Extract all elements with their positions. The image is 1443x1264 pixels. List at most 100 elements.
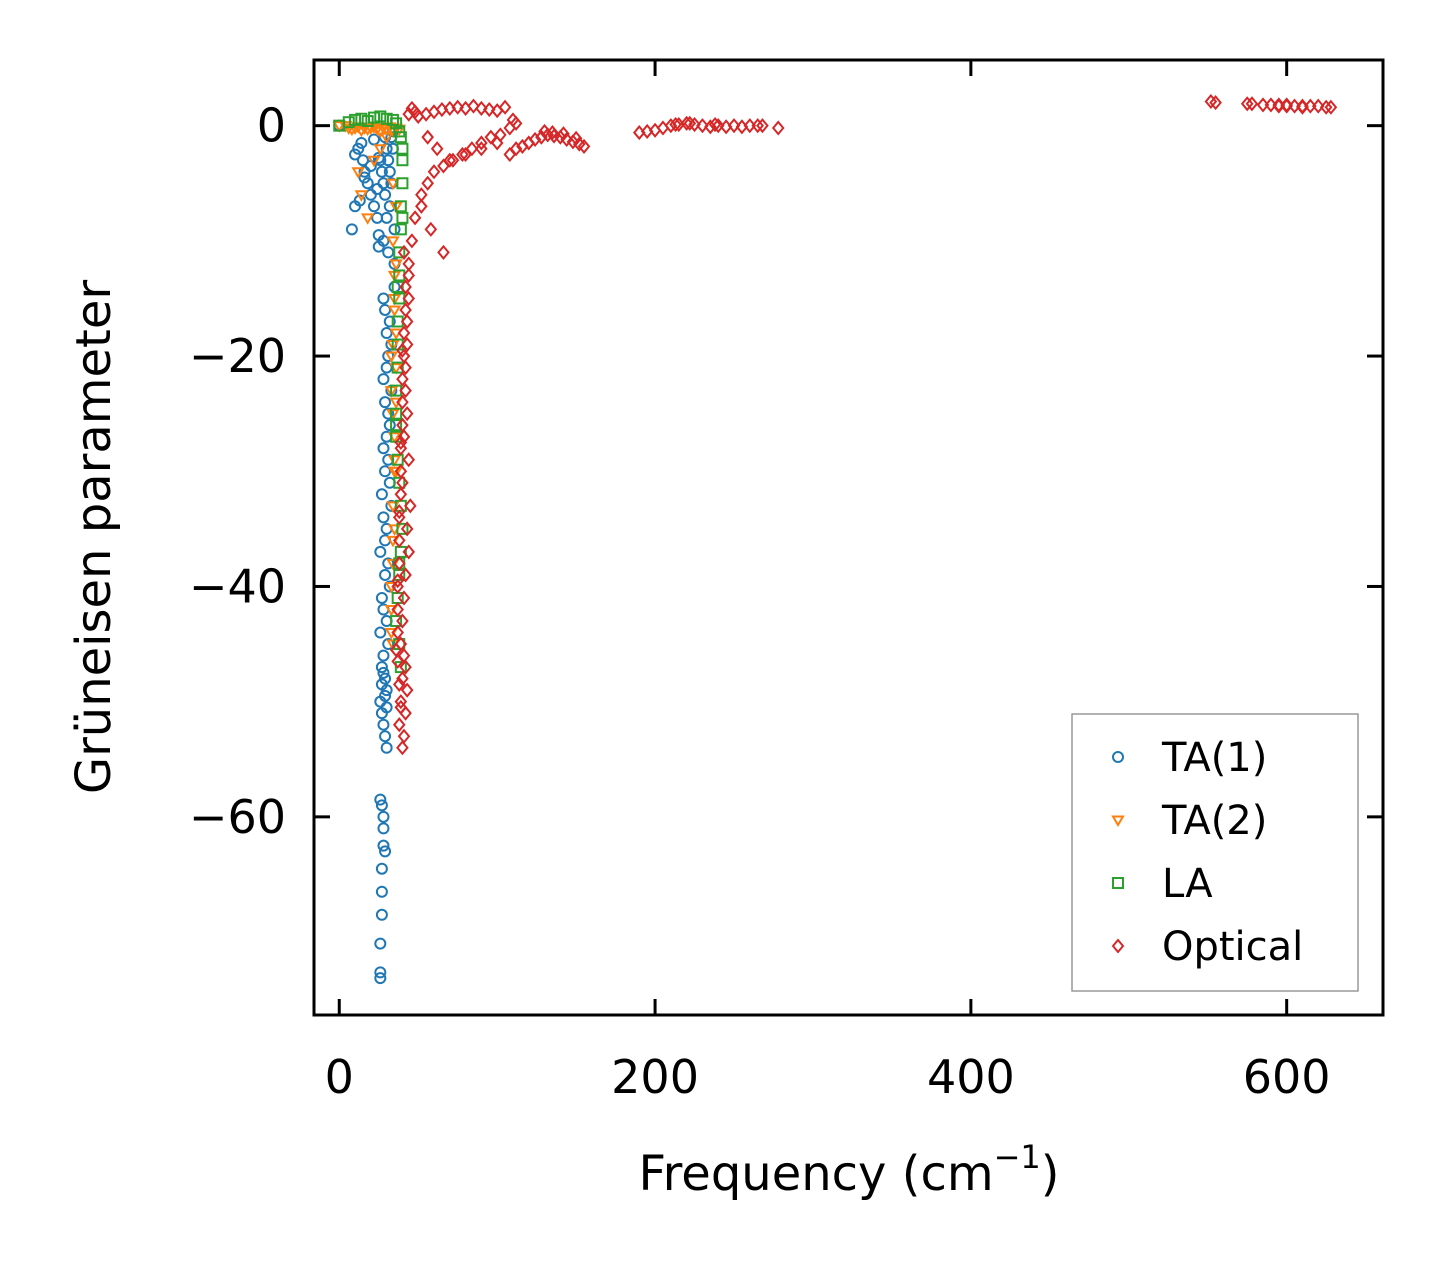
data-point [394, 223, 407, 236]
data-point [566, 134, 580, 150]
data-point [446, 152, 460, 168]
data-point [341, 123, 356, 135]
data-point [437, 244, 450, 260]
data-point [482, 101, 496, 118]
data-point [683, 115, 697, 131]
data-point [1280, 98, 1293, 114]
data-point [394, 694, 408, 710]
data-point [399, 360, 412, 376]
data-point [421, 175, 434, 191]
data-point [756, 118, 769, 134]
data-point [390, 615, 403, 628]
data-point [379, 730, 392, 743]
data-point [380, 361, 393, 374]
data-point [399, 302, 412, 318]
data-point [374, 966, 387, 979]
data-point [399, 659, 412, 675]
y-tick-label: −40 [189, 559, 286, 613]
data-point [396, 211, 409, 224]
data-point [430, 141, 444, 157]
data-point [394, 545, 407, 558]
data-point [475, 141, 488, 157]
data-point [424, 221, 438, 237]
legend-frame [1071, 713, 1359, 992]
data-point [396, 342, 409, 358]
data-point [367, 155, 381, 168]
data-point [375, 908, 388, 921]
data-point [408, 210, 422, 226]
data-point [361, 177, 374, 190]
data-point [711, 118, 725, 134]
x-axis-label: Frequency (cm−1) [638, 1138, 1059, 1202]
data-point [389, 259, 403, 271]
data-point [388, 280, 401, 293]
data-point [397, 648, 411, 664]
data-point [368, 200, 381, 213]
data-point [368, 111, 381, 124]
data-point [380, 741, 393, 754]
data-point [400, 521, 414, 537]
data-point [402, 452, 416, 468]
legend-entry: TA(2) [1111, 798, 1267, 844]
data-point [382, 638, 395, 651]
data-point [475, 100, 488, 116]
data-point [484, 129, 498, 145]
data-point [399, 279, 412, 295]
data-point [475, 135, 488, 151]
data-point [415, 198, 428, 214]
data-point [396, 613, 409, 629]
data-point [680, 115, 693, 131]
data-point [396, 142, 409, 155]
data-point [354, 190, 369, 202]
data-point [708, 116, 722, 133]
data-point [535, 129, 548, 145]
data-point [358, 171, 371, 184]
axis-ticks: 0 200 400 600 0 −20 −40 −60 [189, 60, 1383, 1104]
data-point [400, 682, 414, 698]
data-point [355, 136, 368, 149]
data-point [386, 113, 399, 126]
legend-label: TA(2) [1161, 798, 1267, 844]
data-point [1209, 95, 1222, 111]
data-point [351, 167, 365, 179]
data-point [399, 383, 412, 399]
data-point [374, 545, 387, 558]
data-point [377, 718, 390, 731]
data-point [394, 440, 408, 456]
data-point [421, 129, 434, 145]
data-point [374, 972, 387, 985]
data-point [396, 177, 409, 190]
data-point [751, 118, 765, 134]
x-tick-label: 400 [927, 1050, 1015, 1104]
x-tick-label: 600 [1243, 1050, 1331, 1104]
data-point [503, 120, 517, 136]
data-point [375, 488, 388, 501]
data-point [396, 394, 409, 410]
data-point [391, 578, 404, 595]
data-point [1245, 96, 1259, 112]
data-point [372, 240, 385, 253]
data-point [375, 678, 388, 691]
data-point [538, 123, 551, 139]
data-point [396, 475, 409, 491]
data-points-layer [332, 93, 1338, 985]
data-point [374, 626, 387, 639]
data-point [391, 624, 404, 641]
data-point [427, 164, 441, 180]
data-point [380, 211, 393, 224]
data-point [399, 567, 412, 583]
data-point [391, 601, 404, 618]
data-point [397, 728, 411, 744]
data-point [379, 672, 392, 685]
data-point [373, 144, 388, 156]
data-point [379, 188, 392, 201]
data-point [498, 99, 512, 115]
data-point [384, 351, 399, 364]
data-point [560, 131, 573, 148]
legend-marker [1111, 815, 1125, 827]
data-point [388, 223, 401, 236]
plot-frame [312, 58, 1385, 1017]
data-point [394, 131, 407, 144]
data-point [391, 573, 404, 589]
data-point [569, 130, 583, 146]
